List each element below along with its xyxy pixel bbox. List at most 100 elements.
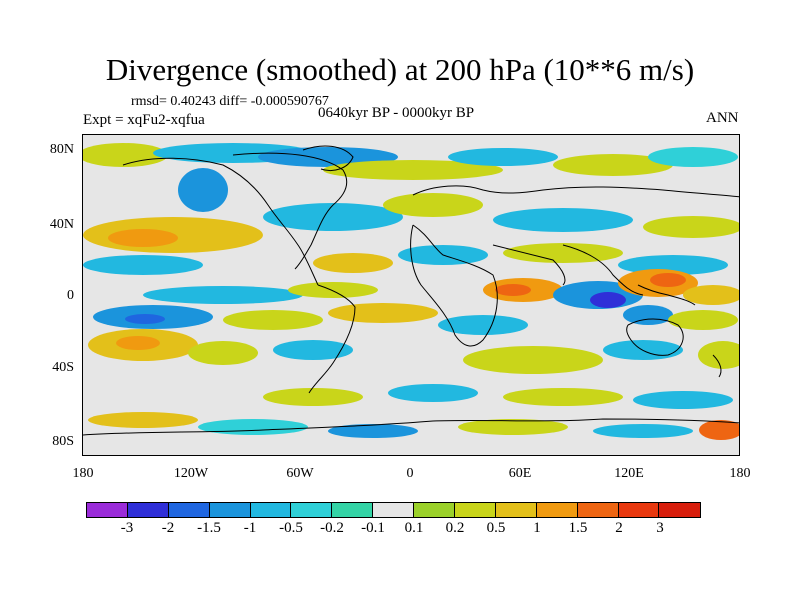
lat-label-0: 0 — [67, 288, 74, 303]
colorbar-swatch — [291, 503, 333, 517]
contour-negative-n-australia — [623, 305, 673, 325]
contour-positive-s-ocean-a — [263, 388, 363, 406]
colorbar-label: -0.2 — [320, 520, 344, 536]
colorbar-swatch — [659, 503, 701, 517]
contour-positive-caribbean — [313, 253, 393, 273]
colorbar-label: 0.5 — [486, 520, 506, 536]
contour-negative-c-asia — [493, 208, 633, 232]
contour-negative-north-america — [178, 168, 228, 212]
contour-negative-patagonia — [273, 340, 353, 360]
map-panel — [82, 134, 740, 456]
colorbar-swatch — [618, 503, 660, 517]
colorbar-label: 1 — [533, 520, 541, 536]
colorbar-label: 3 — [656, 520, 664, 536]
colorbar-swatch — [168, 503, 210, 517]
coast-australia — [626, 318, 684, 356]
experiment-label: Expt = xqFu2-xqfua — [83, 112, 205, 128]
colorbar-swatch — [127, 503, 169, 517]
contour-positive-antarctic-c — [699, 420, 739, 440]
lon-label-60e: 60E — [508, 466, 532, 481]
colorbar-label: -1 — [243, 520, 257, 536]
contour-positive-se-pacific — [223, 310, 323, 330]
coast-southeast-asia — [562, 244, 644, 296]
period-label: 0640kyr BP - 0000kyr BP — [318, 105, 475, 121]
contour-negative-s-ocean-b — [633, 391, 733, 409]
contour-positive-s-atlantic — [328, 303, 438, 323]
contour-positive-s-ocean-b — [503, 388, 623, 406]
season-label: ANN — [706, 110, 739, 126]
contour-positive-arabia — [503, 243, 623, 263]
plot-title: Divergence (smoothed) at 200 hPa (10**6 … — [105, 52, 695, 87]
contour-positive-c-pacific — [683, 285, 739, 305]
divergence-map — [83, 135, 739, 455]
contour-positive-n-asia — [553, 154, 673, 176]
lat-label-80s: 80S — [52, 434, 74, 449]
colorbar-label: -3 — [120, 520, 134, 536]
colorbar-swatch — [87, 503, 128, 517]
contour-negative-n-atlantic — [263, 203, 403, 231]
coast-new-zealand — [712, 354, 722, 378]
contour-negative-s-africa — [438, 315, 528, 335]
contour-positive-s-indian — [463, 346, 603, 374]
colorbar-swatch — [414, 503, 456, 517]
colorbar-label: -1.5 — [197, 520, 221, 536]
coast-north-america-west — [122, 157, 319, 286]
contour-positive-europe — [383, 193, 483, 217]
lon-label-0: 0 — [406, 466, 414, 481]
contour-positive-tasman — [698, 341, 739, 369]
contour-negative-siberia — [448, 148, 558, 166]
coast-africa — [410, 224, 498, 347]
contour-negative-ne-asia — [648, 147, 738, 167]
colorbar-swatch — [455, 503, 496, 517]
coast-greenland — [302, 145, 354, 171]
colorbar-label: 1.5 — [568, 520, 588, 536]
contour-negative-antarctic-b — [328, 424, 418, 438]
contour-positive-ne-pacific — [83, 143, 168, 167]
contour-negative-antarctic-c — [593, 424, 693, 438]
colorbar-label: 0.2 — [445, 520, 465, 536]
colorbar-swatch — [209, 503, 251, 517]
contour-positive-sw-pacific — [668, 310, 738, 330]
colorbar-swatch — [577, 503, 619, 517]
lon-label-180e: 180 — [729, 466, 751, 481]
colorbar — [86, 502, 702, 518]
colorbar-label: 2 — [615, 520, 623, 536]
coast-arabia-india — [492, 244, 566, 286]
contour-positive-antarctic-a — [88, 412, 198, 428]
contour-strong-positive-philippine — [650, 273, 686, 287]
colorbar-swatch — [250, 503, 292, 517]
contour-strong-negative-s-pacific — [125, 314, 165, 324]
contour-positive-arctic-atl — [323, 160, 503, 180]
contour-positive-antarctic-b — [458, 419, 568, 435]
contour-strong-positive-n-pacific — [108, 229, 178, 247]
contour-negative-subtrop-pac — [83, 255, 203, 275]
lat-label-40n: 40N — [49, 217, 74, 232]
colorbar-label: -2 — [161, 520, 175, 536]
lon-label-120e: 120E — [614, 466, 644, 481]
contour-positive-nw-pacific — [643, 216, 739, 238]
colorbar-swatch — [332, 503, 374, 517]
coast-indonesia — [637, 284, 696, 306]
colorbar-label: -0.1 — [361, 520, 385, 536]
lat-label-80n: 80N — [49, 142, 74, 157]
coastlines — [83, 145, 739, 436]
contour-strong-positive-s-pacific-mid — [116, 336, 160, 350]
colorbar-label: 0.1 — [404, 520, 424, 536]
contour-negative-e-pacific — [143, 286, 303, 304]
lat-label-40s: 40S — [52, 360, 74, 375]
coast-south-america — [308, 284, 356, 394]
lon-label-180w: 180 — [72, 466, 94, 481]
colorbar-swatch — [495, 503, 537, 517]
coast-north-america-east — [232, 152, 348, 270]
contour-positive-s-pacific-east — [188, 341, 258, 365]
lon-label-120w: 120W — [173, 466, 209, 481]
stats-line: rmsd= 0.40243 diff= -0.000590767 — [131, 94, 329, 109]
contour-strong-positive-indian-ocean — [495, 284, 531, 296]
contour-positive-amazon — [288, 282, 378, 298]
lon-label-60w: 60W — [286, 466, 314, 481]
contour-negative-s-ocean-a — [388, 384, 478, 402]
colorbar-swatch — [373, 503, 415, 517]
contour-negative-antarctic-a — [198, 419, 308, 435]
coast-eurasia-north — [412, 185, 739, 198]
colorbar-swatch — [536, 503, 578, 517]
